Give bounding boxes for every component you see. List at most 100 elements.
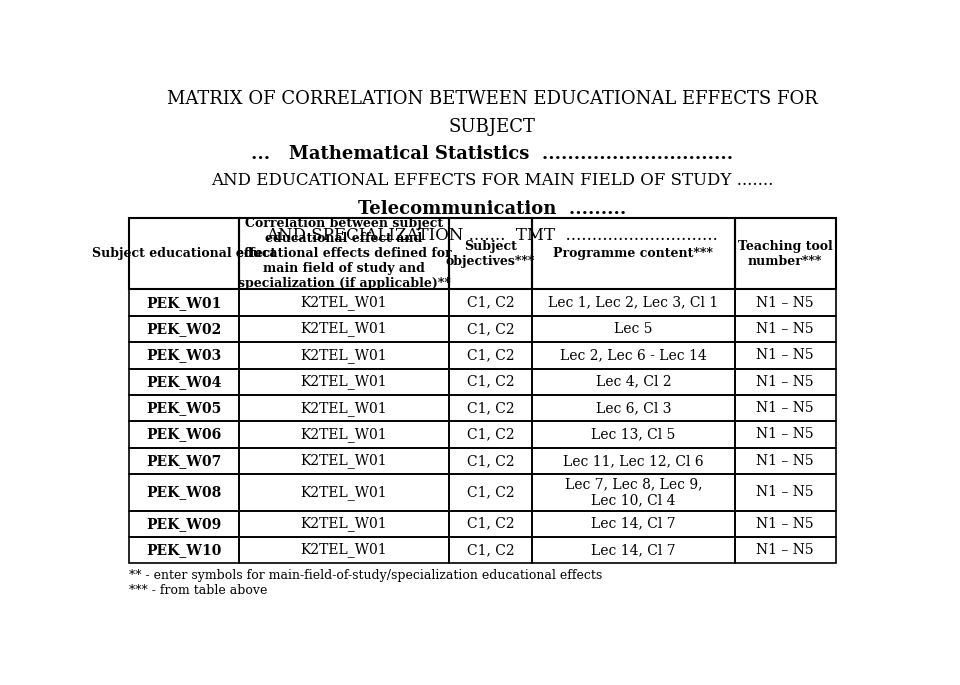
Bar — [449, 316, 532, 342]
Text: N1 – N5: N1 – N5 — [756, 516, 814, 531]
Text: PEK_W09: PEK_W09 — [146, 516, 222, 531]
Bar — [532, 537, 734, 563]
Bar — [129, 421, 239, 448]
Text: PEK_W01: PEK_W01 — [146, 296, 222, 310]
Bar — [239, 219, 449, 290]
Text: Lec 2, Lec 6 - Lec 14: Lec 2, Lec 6 - Lec 14 — [560, 349, 707, 362]
Bar — [239, 369, 449, 395]
Text: Programme content***: Programme content*** — [553, 247, 713, 260]
Text: Lec 5: Lec 5 — [614, 322, 653, 336]
Text: MATRIX OF CORRELATION BETWEEN EDUCATIONAL EFFECTS FOR: MATRIX OF CORRELATION BETWEEN EDUCATIONA… — [167, 90, 817, 108]
Bar — [129, 219, 239, 290]
Bar — [239, 342, 449, 369]
Bar — [449, 510, 532, 537]
Bar — [129, 290, 239, 316]
Text: Telecommunication  .........: Telecommunication ......... — [358, 200, 626, 218]
Bar — [239, 395, 449, 421]
Bar — [532, 474, 734, 510]
Bar — [129, 537, 239, 563]
Bar — [239, 316, 449, 342]
Bar — [129, 316, 239, 342]
Text: N1 – N5: N1 – N5 — [756, 349, 814, 362]
Text: K2TEL_W01: K2TEL_W01 — [300, 348, 387, 363]
Bar — [239, 474, 449, 510]
Text: K2TEL_W01: K2TEL_W01 — [300, 374, 387, 389]
Text: K2TEL_W01: K2TEL_W01 — [300, 485, 387, 499]
Text: Lec 14, Cl 7: Lec 14, Cl 7 — [591, 543, 676, 557]
Text: C1, C2: C1, C2 — [467, 322, 515, 336]
Bar — [449, 474, 532, 510]
Text: Subject
objectives***: Subject objectives*** — [445, 240, 535, 268]
Text: Lec 6, Cl 3: Lec 6, Cl 3 — [595, 401, 671, 415]
Text: AND EDUCATIONAL EFFECTS FOR MAIN FIELD OF STUDY .......: AND EDUCATIONAL EFFECTS FOR MAIN FIELD O… — [211, 173, 773, 189]
Text: N1 – N5: N1 – N5 — [756, 375, 814, 389]
Text: Lec 1, Lec 2, Lec 3, Cl 1: Lec 1, Lec 2, Lec 3, Cl 1 — [548, 296, 718, 310]
Bar — [532, 219, 734, 290]
Text: C1, C2: C1, C2 — [467, 427, 515, 441]
Text: C1, C2: C1, C2 — [467, 485, 515, 499]
Text: ** - enter symbols for main-field-of-study/specialization educational effects: ** - enter symbols for main-field-of-stu… — [129, 569, 602, 582]
Bar — [129, 342, 239, 369]
Text: K2TEL_W01: K2TEL_W01 — [300, 543, 387, 558]
Bar — [734, 474, 836, 510]
Text: PEK_W07: PEK_W07 — [146, 454, 222, 468]
Bar — [129, 395, 239, 421]
Bar — [129, 510, 239, 537]
Bar — [734, 219, 836, 290]
Text: Lec 7, Lec 8, Lec 9,
Lec 10, Cl 4: Lec 7, Lec 8, Lec 9, Lec 10, Cl 4 — [564, 477, 702, 508]
Text: Subject educational effect: Subject educational effect — [92, 247, 276, 260]
Bar — [734, 448, 836, 474]
Text: PEK_W02: PEK_W02 — [146, 322, 222, 336]
Text: PEK_W03: PEK_W03 — [146, 349, 222, 362]
Text: C1, C2: C1, C2 — [467, 375, 515, 389]
Text: Lec 13, Cl 5: Lec 13, Cl 5 — [591, 427, 676, 441]
Text: SUBJECT: SUBJECT — [448, 118, 536, 136]
Text: N1 – N5: N1 – N5 — [756, 454, 814, 468]
Text: K2TEL_W01: K2TEL_W01 — [300, 453, 387, 469]
Text: N1 – N5: N1 – N5 — [756, 427, 814, 441]
Bar — [239, 448, 449, 474]
Text: Lec 14, Cl 7: Lec 14, Cl 7 — [591, 516, 676, 531]
Text: PEK_W10: PEK_W10 — [146, 543, 222, 557]
Bar — [734, 369, 836, 395]
Text: PEK_W08: PEK_W08 — [146, 485, 222, 499]
Text: Teaching tool
number***: Teaching tool number*** — [738, 240, 832, 268]
Text: PEK_W06: PEK_W06 — [146, 427, 222, 441]
Text: C1, C2: C1, C2 — [467, 401, 515, 415]
Bar — [734, 395, 836, 421]
Bar — [734, 342, 836, 369]
Bar — [532, 316, 734, 342]
Bar — [449, 342, 532, 369]
Text: Lec 11, Lec 12, Cl 6: Lec 11, Lec 12, Cl 6 — [564, 454, 704, 468]
Text: C1, C2: C1, C2 — [467, 516, 515, 531]
Text: K2TEL_W01: K2TEL_W01 — [300, 321, 387, 336]
Bar — [449, 537, 532, 563]
Text: C1, C2: C1, C2 — [467, 349, 515, 362]
Bar — [239, 537, 449, 563]
Bar — [449, 369, 532, 395]
Bar — [734, 537, 836, 563]
Bar — [129, 474, 239, 510]
Bar — [734, 421, 836, 448]
Bar — [239, 421, 449, 448]
Text: PEK_W04: PEK_W04 — [146, 375, 222, 389]
Text: K2TEL_W01: K2TEL_W01 — [300, 427, 387, 442]
Bar — [532, 395, 734, 421]
Text: K2TEL_W01: K2TEL_W01 — [300, 295, 387, 310]
Bar — [449, 219, 532, 290]
Text: *** - from table above: *** - from table above — [129, 584, 267, 597]
Bar — [449, 395, 532, 421]
Text: C1, C2: C1, C2 — [467, 296, 515, 310]
Text: N1 – N5: N1 – N5 — [756, 485, 814, 499]
Bar — [129, 369, 239, 395]
Bar — [734, 316, 836, 342]
Bar — [129, 448, 239, 474]
Bar — [532, 369, 734, 395]
Bar — [532, 421, 734, 448]
Text: K2TEL_W01: K2TEL_W01 — [300, 401, 387, 416]
Text: C1, C2: C1, C2 — [467, 454, 515, 468]
Bar — [449, 290, 532, 316]
Text: K2TEL_W01: K2TEL_W01 — [300, 516, 387, 531]
Bar — [734, 290, 836, 316]
Text: Lec 4, Cl 2: Lec 4, Cl 2 — [595, 375, 671, 389]
